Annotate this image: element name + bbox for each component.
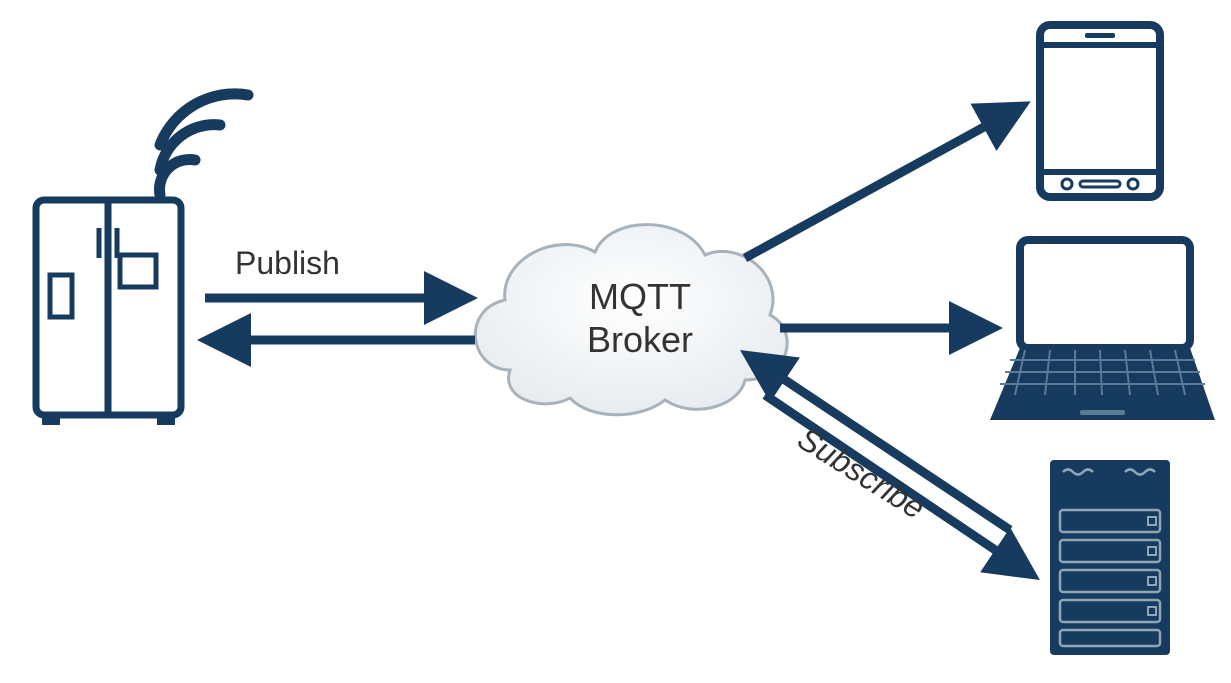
arrow-to-tablet [745, 110, 1015, 258]
broker-line1: MQTT [589, 276, 691, 317]
laptop-icon [990, 240, 1215, 420]
fridge-icon [36, 200, 181, 425]
broker-line2: Broker [587, 319, 693, 360]
wifi-icon [159, 94, 248, 195]
broker-label: MQTT Broker [555, 275, 725, 361]
publish-label: Publish [235, 245, 340, 282]
tablet-icon [1040, 25, 1160, 197]
server-icon [1050, 460, 1170, 655]
